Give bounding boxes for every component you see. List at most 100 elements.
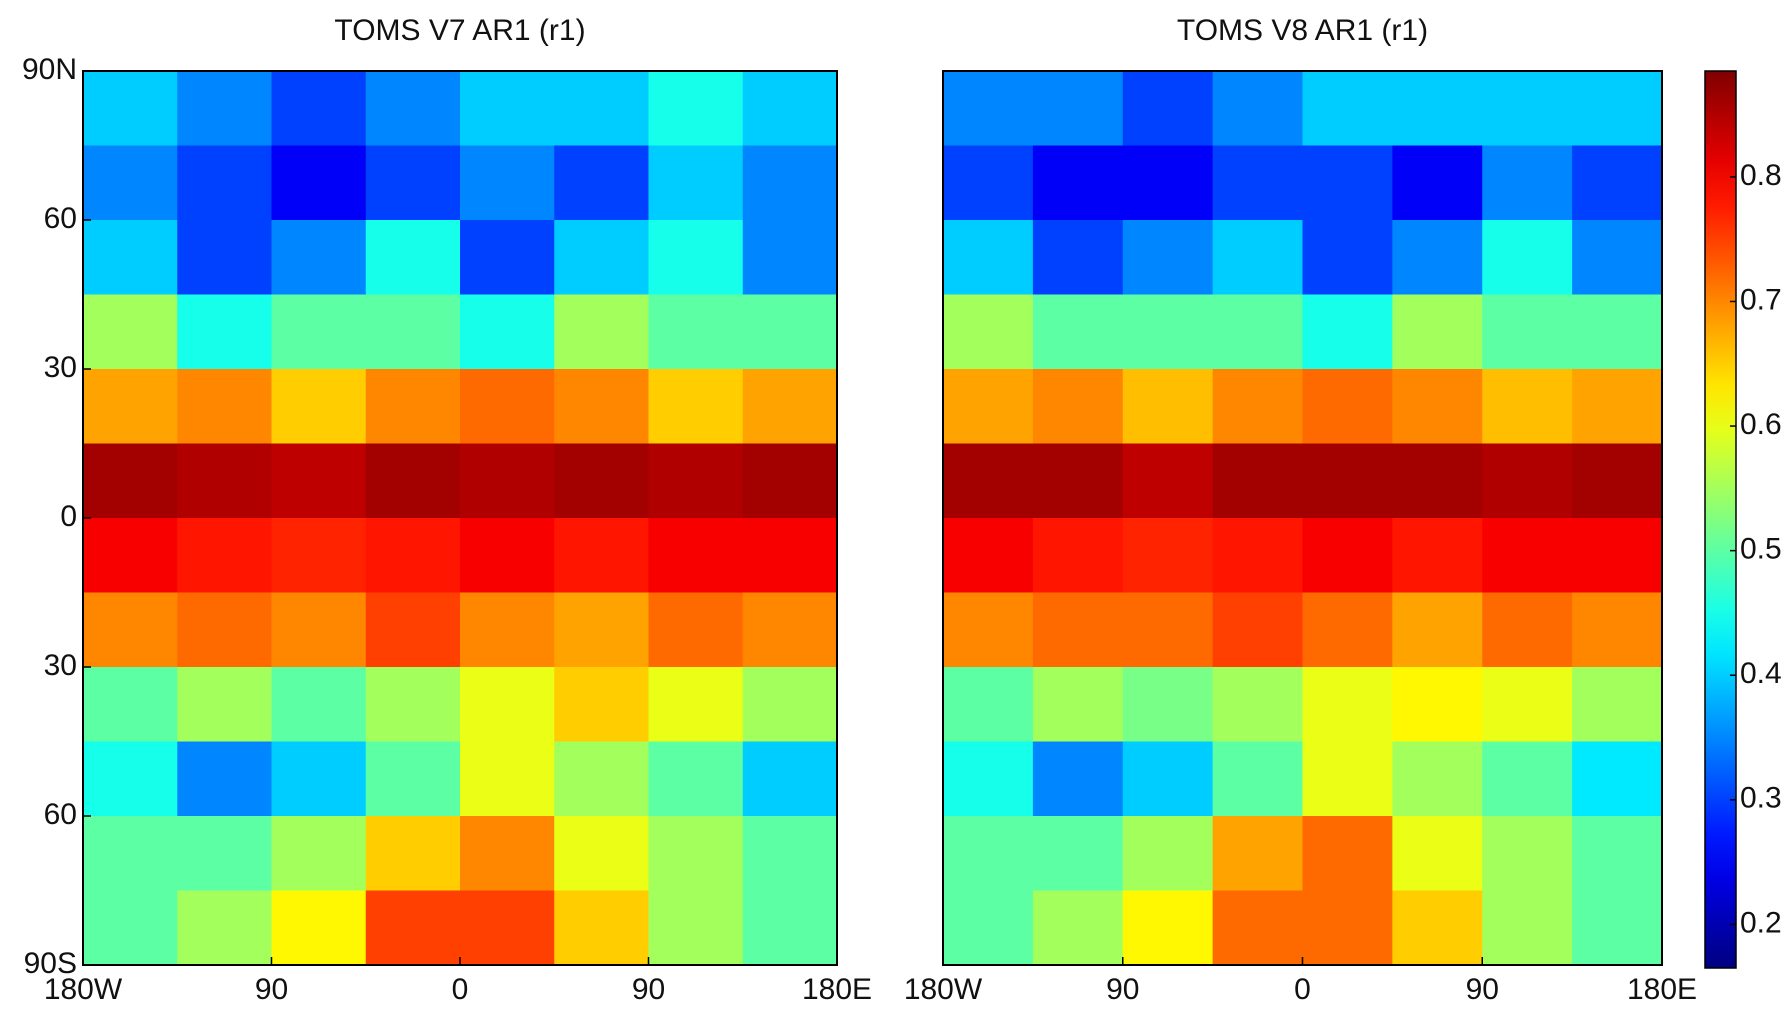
heat-cell xyxy=(1302,518,1393,593)
chart-title: TOMS V7 AR1 (r1) xyxy=(334,14,585,47)
heat-cell xyxy=(460,518,555,593)
heat-cell xyxy=(554,518,649,593)
heat-cell xyxy=(554,667,649,742)
heat-cell xyxy=(1122,518,1214,593)
heat-cell xyxy=(1572,592,1663,668)
heat-cell xyxy=(742,816,838,891)
heat-cell xyxy=(271,145,367,221)
heat-cell xyxy=(1482,145,1573,221)
heat-cell xyxy=(1392,369,1483,444)
heat-cell xyxy=(1212,890,1303,966)
heat-cell xyxy=(1392,667,1483,742)
heat-cell xyxy=(271,369,367,444)
x-tick-label: 90 xyxy=(1466,973,1499,1006)
heat-cell xyxy=(1032,369,1124,444)
heat-cell xyxy=(1572,741,1663,817)
heat-cell xyxy=(1572,145,1663,221)
heat-cell xyxy=(177,890,272,966)
heat-cell xyxy=(83,443,178,519)
heat-cell xyxy=(554,294,649,370)
heat-cell xyxy=(1032,741,1124,817)
colorbar-tick-label: 0.7 xyxy=(1740,283,1782,316)
heat-cell xyxy=(1392,518,1483,593)
heat-cell xyxy=(1122,145,1214,221)
heat-cell xyxy=(177,518,272,593)
chart-title: TOMS V8 AR1 (r1) xyxy=(1177,14,1428,47)
heat-cell xyxy=(1122,220,1214,295)
heat-cell xyxy=(177,443,272,519)
heat-cell xyxy=(1482,592,1573,668)
heat-cell xyxy=(1032,592,1124,668)
y-tick-label: 60 xyxy=(44,202,77,235)
heat-cell xyxy=(1302,145,1393,221)
heat-cell xyxy=(943,592,1034,668)
heat-cell xyxy=(1392,741,1483,817)
heat-cell xyxy=(742,71,838,146)
heat-cell xyxy=(1032,220,1124,295)
heat-cell xyxy=(1302,71,1393,146)
heat-cell xyxy=(365,816,461,891)
heat-cell xyxy=(943,71,1034,146)
heat-cell xyxy=(1122,369,1214,444)
heat-cell xyxy=(83,667,178,742)
y-tick-label: 90S xyxy=(24,947,77,980)
heat-cell xyxy=(1032,890,1124,966)
heat-cell xyxy=(648,592,744,668)
heat-cell xyxy=(742,741,838,817)
heat-cell xyxy=(554,71,649,146)
heat-cell xyxy=(943,145,1034,221)
heat-cell xyxy=(1032,518,1124,593)
heat-cell xyxy=(1572,294,1663,370)
heat-cell xyxy=(460,71,555,146)
heat-cell xyxy=(1032,145,1124,221)
heat-cell xyxy=(943,667,1034,742)
heat-cell xyxy=(554,592,649,668)
heat-cell xyxy=(460,443,555,519)
heat-cell xyxy=(1482,220,1573,295)
heat-cell xyxy=(1392,294,1483,370)
heat-cell xyxy=(1482,369,1573,444)
heat-cell xyxy=(177,741,272,817)
x-tick-label: 180E xyxy=(802,973,872,1006)
heat-cell xyxy=(1392,71,1483,146)
heat-cell xyxy=(271,667,367,742)
heat-cell xyxy=(177,667,272,742)
heat-cell xyxy=(365,741,461,817)
heat-cell xyxy=(365,592,461,668)
heat-cell xyxy=(83,741,178,817)
heat-cell xyxy=(83,816,178,891)
x-tick-label: 0 xyxy=(1294,973,1311,1006)
heat-cell xyxy=(177,816,272,891)
heat-cell xyxy=(1032,294,1124,370)
heat-cell xyxy=(177,592,272,668)
heat-cell xyxy=(554,741,649,817)
heat-cell xyxy=(1212,592,1303,668)
heat-cell xyxy=(1482,71,1573,146)
heat-cell xyxy=(83,518,178,593)
heat-cell xyxy=(943,816,1034,891)
heat-cell xyxy=(943,890,1034,966)
heat-cell xyxy=(943,369,1034,444)
heat-cell xyxy=(1212,667,1303,742)
heat-cell xyxy=(1302,369,1393,444)
heat-cell xyxy=(1572,71,1663,146)
x-tick-label: 90 xyxy=(255,973,288,1006)
heat-cell xyxy=(365,518,461,593)
heat-cell xyxy=(365,220,461,295)
heat-cell xyxy=(1212,220,1303,295)
heat-cell xyxy=(271,890,367,966)
x-tick-label: 180E xyxy=(1627,973,1697,1006)
heat-cell xyxy=(742,667,838,742)
heat-cell xyxy=(1572,369,1663,444)
heat-cell xyxy=(1302,667,1393,742)
heat-cell xyxy=(365,71,461,146)
heat-cell xyxy=(1392,443,1483,519)
colorbar-tick-label: 0.6 xyxy=(1740,408,1782,441)
heat-cell xyxy=(742,518,838,593)
heat-cell xyxy=(1482,890,1573,966)
heat-cell xyxy=(1302,890,1393,966)
heat-cell xyxy=(554,220,649,295)
heat-cell xyxy=(554,145,649,221)
heat-cell xyxy=(943,518,1034,593)
heat-cell xyxy=(1122,294,1214,370)
